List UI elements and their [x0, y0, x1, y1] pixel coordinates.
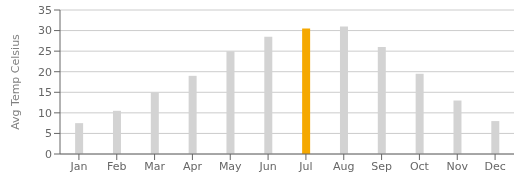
svg-text:20: 20: [38, 66, 52, 79]
svg-text:Sep: Sep: [371, 160, 392, 173]
svg-text:Nov: Nov: [447, 160, 469, 173]
svg-text:Jun: Jun: [258, 160, 276, 173]
svg-text:0: 0: [45, 148, 52, 161]
svg-text:15: 15: [38, 86, 52, 99]
svg-text:Jan: Jan: [69, 160, 87, 173]
svg-text:Dec: Dec: [484, 160, 505, 173]
svg-text:Avg Temp Celsius: Avg Temp Celsius: [9, 34, 22, 130]
svg-text:30: 30: [38, 24, 52, 37]
svg-text:Aug: Aug: [333, 160, 354, 173]
svg-text:10: 10: [38, 107, 52, 120]
svg-text:35: 35: [38, 4, 52, 17]
svg-text:Jul: Jul: [298, 160, 312, 173]
svg-text:5: 5: [45, 127, 52, 140]
svg-text:May: May: [219, 160, 242, 173]
svg-text:Feb: Feb: [107, 160, 126, 173]
svg-text:Mar: Mar: [144, 160, 165, 173]
svg-text:25: 25: [38, 45, 52, 58]
svg-text:Oct: Oct: [410, 160, 430, 173]
svg-text:Apr: Apr: [183, 160, 203, 173]
